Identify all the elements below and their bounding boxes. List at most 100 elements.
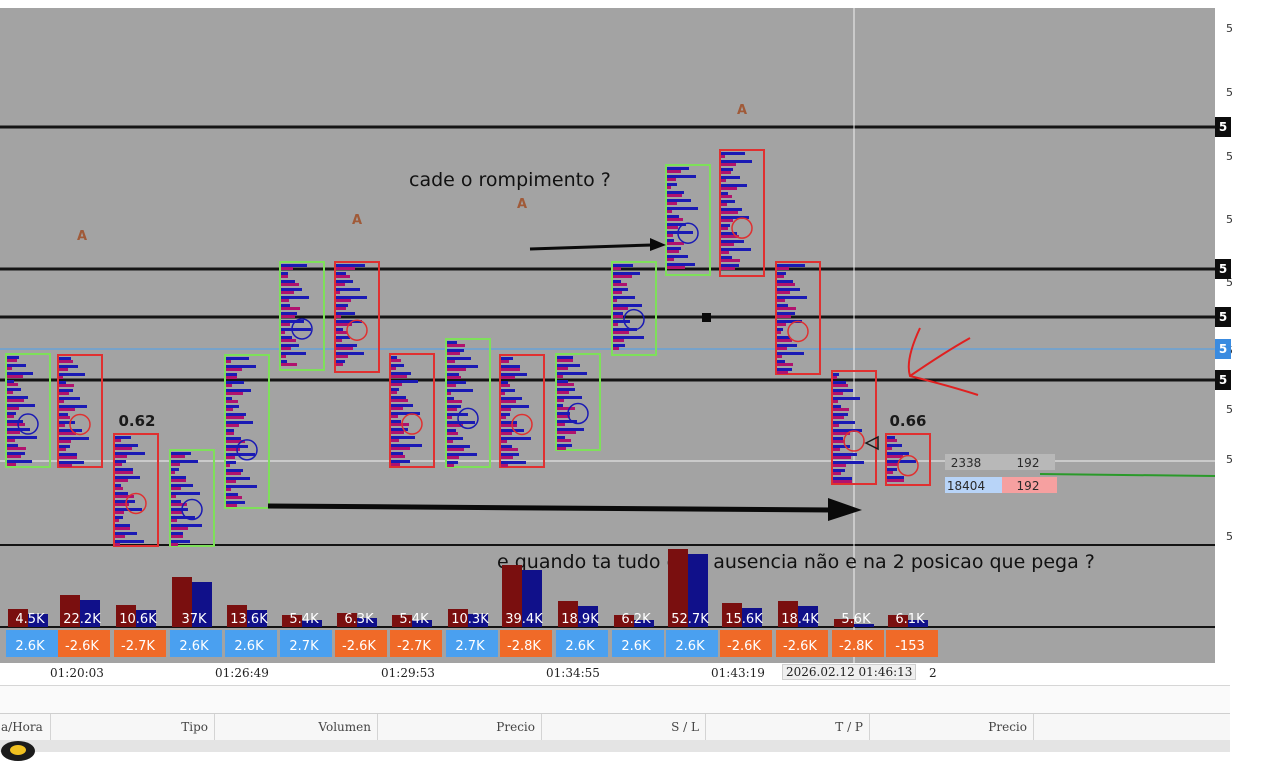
- buy-volume-bar: [7, 380, 14, 383]
- imbalance-circle: [17, 413, 39, 435]
- delta-label: -2.7K: [121, 639, 155, 654]
- sell-volume-bar: [171, 527, 188, 530]
- column-header-type[interactable]: Tipo: [51, 714, 215, 741]
- sell-volume-bar: [667, 210, 672, 213]
- volume-label: 4.5K: [15, 612, 45, 627]
- sell-volume-bar: [613, 331, 629, 334]
- sell-volume-bar: [777, 299, 785, 302]
- sell-volume-bar: [226, 432, 234, 435]
- footprint-candle-box: [445, 338, 491, 468]
- sell-volume-bar: [336, 355, 348, 358]
- delta-label: 2.6K: [675, 639, 705, 654]
- sell-volume-bar: [336, 267, 355, 270]
- buy-volume-bar: [557, 380, 568, 383]
- buy-volume-bar: [336, 352, 364, 355]
- sell-volume-bar: [281, 299, 289, 302]
- column-header-price[interactable]: Precio: [378, 714, 542, 741]
- sell-volume-bar: [226, 464, 230, 467]
- sell-volume-bar: [613, 275, 632, 278]
- sell-volume-bar: [447, 360, 455, 363]
- buy-volume-bar: [833, 477, 852, 480]
- buy-volume-bar: [391, 372, 411, 375]
- buy-volume-bar: [501, 453, 519, 456]
- buy-volume-bar: [336, 328, 343, 331]
- delta-label: 2.7K: [289, 639, 319, 654]
- buy-volume-bar: [171, 540, 190, 543]
- green-signal-line: [1039, 473, 1215, 477]
- sell-volume-bar: [171, 479, 186, 482]
- sell-volume-bar: [887, 479, 904, 482]
- sell-volume-column: [172, 577, 192, 627]
- sell-volume-bar: [59, 368, 68, 371]
- buy-volume-bar: [391, 420, 401, 423]
- sell-volume-bar: [7, 463, 16, 466]
- sell-volume-bar: [557, 391, 569, 394]
- volume-label: 6.2K: [621, 612, 651, 627]
- column-header-price-2[interactable]: Precio: [870, 714, 1034, 741]
- price-tick: 5: [1226, 276, 1233, 289]
- time-axis[interactable]: 01:20:03 01:26:49 01:29:53 01:34:55 01:4…: [0, 663, 1215, 685]
- sell-volume-column: [282, 615, 302, 627]
- buy-volume-bar: [721, 264, 739, 267]
- annotation-note-top: cade o rompimento ?: [409, 169, 611, 191]
- footprint-chart[interactable]: A A A A 0.62 0.66 2338 192 18404 192 cade o rompim…: [0, 8, 1215, 663]
- column-header-time[interactable]: a/Hora: [0, 714, 51, 741]
- column-header-tp[interactable]: T / P: [706, 714, 870, 741]
- sell-volume-bar: [391, 455, 405, 458]
- buy-volume-bar: [115, 468, 133, 471]
- imbalance-circle: [511, 413, 533, 436]
- sell-volume-bar: [887, 455, 903, 458]
- sell-volume-bar: [721, 219, 733, 222]
- sell-volume-bar: [501, 464, 508, 467]
- sell-volume-bar: [115, 479, 128, 482]
- sell-volume-bar: [171, 471, 175, 474]
- buy-volume-bar: [557, 444, 572, 447]
- column-header-sl[interactable]: S / L: [542, 714, 706, 741]
- sell-volume-bar: [115, 439, 121, 442]
- sell-volume-column: [448, 609, 468, 627]
- current-price-badge: 5: [1215, 339, 1231, 359]
- sell-volume-bar: [281, 307, 300, 310]
- delta-cell: [886, 630, 938, 657]
- buy-volume-bar: [281, 304, 290, 307]
- sell-volume-bar: [281, 275, 288, 278]
- sell-volume-bar: [667, 250, 679, 253]
- footprint-candle-box: [499, 354, 545, 468]
- sell-volume-column: [668, 549, 688, 627]
- buy-volume-bar: [777, 304, 788, 307]
- marker-square: [702, 313, 711, 322]
- sell-volume-bar: [667, 242, 684, 245]
- sell-volume-bar: [226, 416, 244, 419]
- buy-volume-bar: [501, 437, 531, 440]
- annotation-arrowhead: [828, 498, 862, 521]
- volume-label: 10.3K: [451, 612, 489, 627]
- sell-volume-bar: [171, 503, 187, 506]
- sell-volume-bar: [501, 432, 512, 435]
- buy-volume-bar: [667, 239, 674, 242]
- volume-label: 39.4K: [505, 612, 543, 627]
- column-header-volume[interactable]: Volumen: [215, 714, 378, 741]
- buy-volume-bar: [447, 413, 468, 416]
- sell-volume-bar: [557, 383, 574, 386]
- buy-volume-bar: [613, 336, 644, 339]
- sell-volume-bar: [59, 448, 66, 451]
- footprint-candle-box: [113, 433, 159, 547]
- buy-volume-bar: [613, 264, 633, 267]
- sell-volume-bar: [501, 440, 507, 443]
- buy-volume-bar: [721, 152, 745, 155]
- buy-volume-bar: [281, 352, 306, 355]
- buy-volume-bar: [115, 492, 128, 495]
- delta-cell: [612, 630, 664, 657]
- sell-volume-bar: [833, 448, 840, 451]
- sell-volume-bar: [59, 384, 74, 387]
- sell-volume-bar: [447, 408, 457, 411]
- crosshair-readout-bg: [945, 477, 1002, 493]
- imbalance-circle: [125, 492, 147, 515]
- sell-volume-bar: [557, 359, 573, 362]
- chart-canvas[interactable]: A A A A 0.62 0.66 2338 192 18404 192 cade o rompim…: [0, 8, 1215, 663]
- price-tick: 5: [1226, 530, 1233, 543]
- buy-volume-bar: [336, 336, 350, 339]
- delta-cell: [500, 630, 552, 657]
- sell-volume-bar: [391, 423, 409, 426]
- bottom-scroll-strip[interactable]: [0, 740, 1230, 752]
